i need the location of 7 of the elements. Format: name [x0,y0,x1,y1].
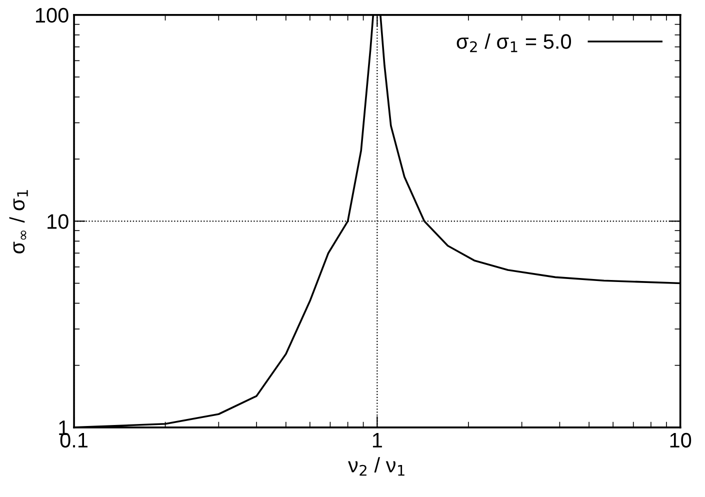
legend-label: σ$_{2}$ / σ$_{1}$ = 5.0 [456,34,572,52]
y-axis-title: σ$_{∞}$ / σ$_{1}$ [9,190,28,254]
x-tick-label: 1 [372,433,382,448]
y-tick-label: 100 [36,8,68,23]
y-tick-label: 10 [48,214,68,229]
x-tick-label: 10 [670,432,692,448]
x-axis-title: ν$_{2}$ / ν$_{1}$ [348,457,404,476]
